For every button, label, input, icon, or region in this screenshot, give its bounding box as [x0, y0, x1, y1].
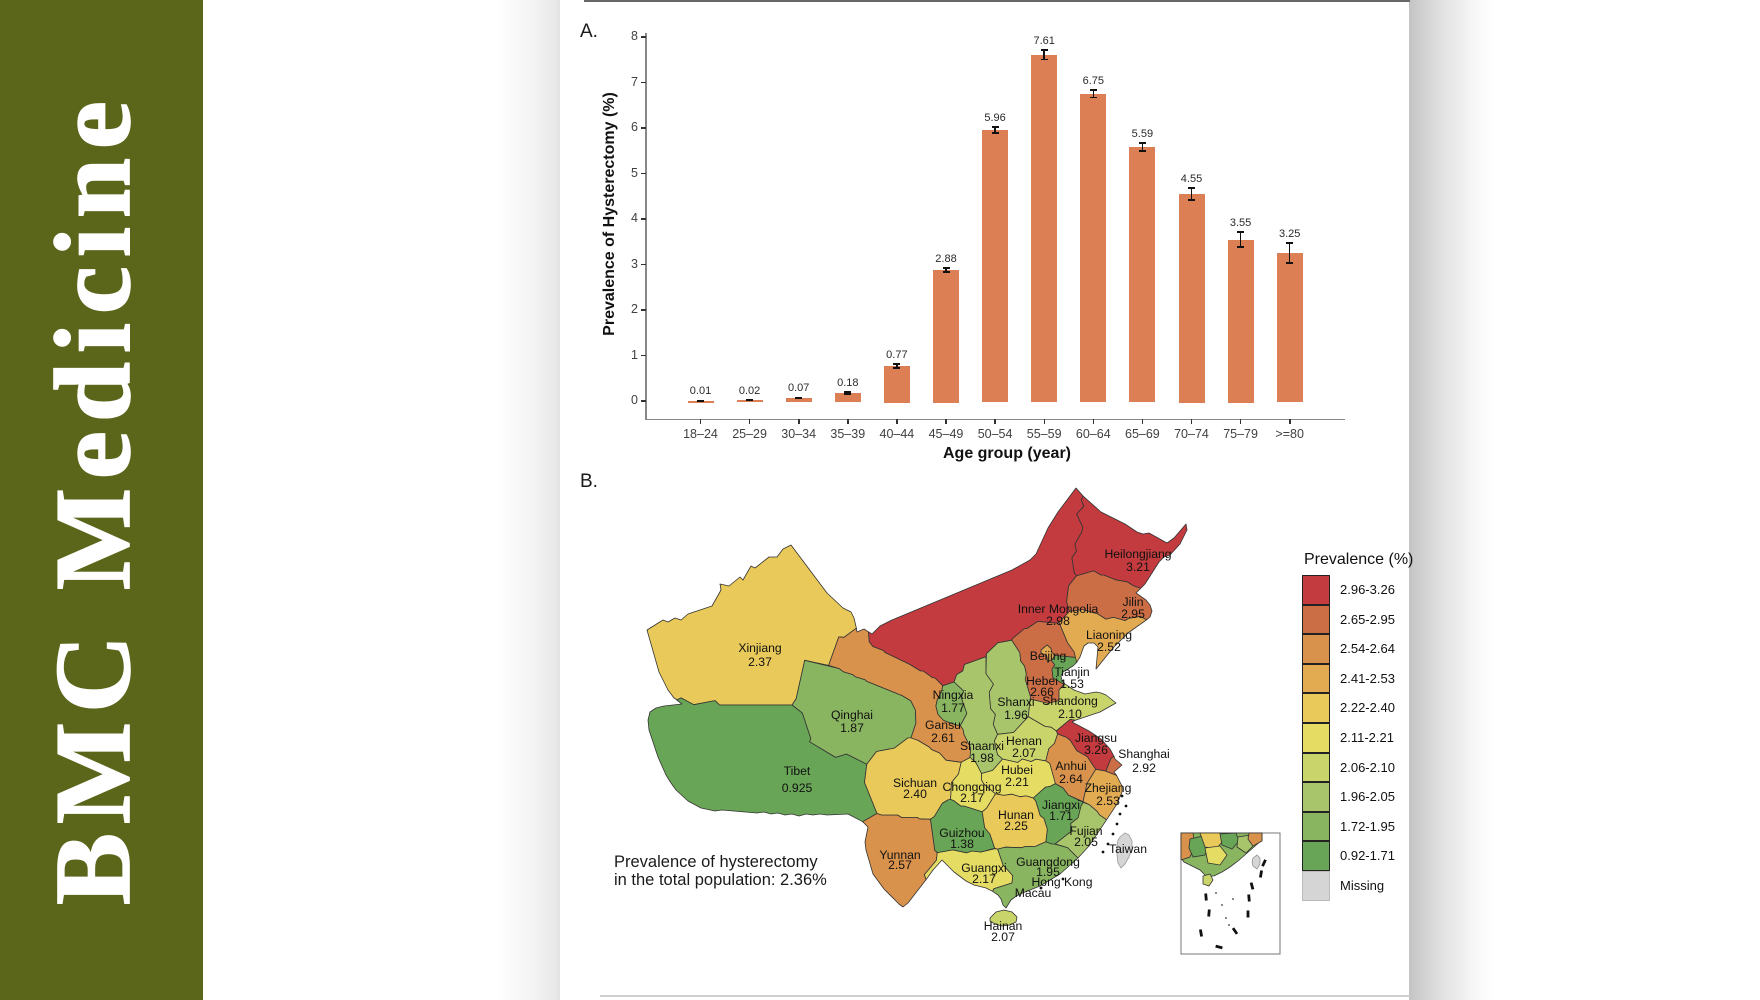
svg-text:1.95: 1.95 [1036, 865, 1060, 879]
svg-text:2.10: 2.10 [1058, 707, 1082, 721]
svg-text:Xinjiang: Xinjiang [738, 641, 781, 655]
svg-text:2.61: 2.61 [931, 731, 955, 745]
svg-text:2.05: 2.05 [1074, 835, 1098, 849]
svg-text:2.98: 2.98 [1046, 614, 1070, 628]
svg-text:Shandong: Shandong [1042, 694, 1098, 708]
svg-text:Sichuan: Sichuan [893, 776, 937, 790]
svg-text:2.52: 2.52 [1097, 640, 1121, 654]
svg-text:Inner Mongolia: Inner Mongolia [1018, 602, 1099, 616]
svg-text:Yunnan: Yunnan [879, 848, 920, 862]
svg-text:Hainan: Hainan [984, 919, 1023, 933]
svg-text:Guizhou: Guizhou [939, 826, 984, 840]
svg-text:Tibet: Tibet [784, 764, 811, 778]
svg-text:Hong Kong: Hong Kong [1032, 875, 1093, 889]
svg-text:Jiangsu: Jiangsu [1075, 731, 1117, 745]
svg-text:Heilongjiang: Heilongjiang [1104, 547, 1171, 561]
svg-text:2.07: 2.07 [991, 930, 1015, 944]
svg-text:2.25: 2.25 [1004, 819, 1028, 833]
svg-text:Zhejiang: Zhejiang [1085, 781, 1132, 795]
svg-text:Gansu: Gansu [925, 718, 961, 732]
svg-text:Anhui: Anhui [1055, 759, 1086, 773]
svg-text:1.38: 1.38 [950, 837, 974, 851]
svg-text:2.66: 2.66 [1030, 685, 1054, 699]
svg-text:2.64: 2.64 [1059, 772, 1083, 786]
svg-text:Tianjin: Tianjin [1054, 665, 1089, 679]
svg-text:Shanghai: Shanghai [1118, 747, 1170, 761]
svg-text:2.21: 2.21 [1005, 775, 1029, 789]
svg-text:1.96: 1.96 [1004, 708, 1028, 722]
svg-text:Liaoning: Liaoning [1086, 628, 1132, 642]
svg-text:Henan: Henan [1006, 734, 1042, 748]
svg-text:2.95: 2.95 [1121, 607, 1145, 621]
svg-text:Jilin: Jilin [1123, 595, 1144, 609]
svg-text:Guangdong: Guangdong [1016, 855, 1080, 869]
svg-text:Ningxia: Ningxia [933, 688, 974, 702]
svg-text:Fujian: Fujian [1069, 824, 1102, 838]
svg-text:Guangxi: Guangxi [961, 861, 1006, 875]
svg-text:Beijing: Beijing [1030, 649, 1067, 663]
svg-text:0.925: 0.925 [782, 781, 813, 795]
svg-text:Shaanxi: Shaanxi [960, 739, 1004, 753]
svg-text:2.07: 2.07 [1012, 746, 1036, 760]
svg-text:Macau: Macau [1015, 886, 1052, 900]
svg-text:Hunan: Hunan [998, 808, 1034, 822]
svg-text:Chongqing: Chongqing [943, 780, 1002, 794]
svg-text:3.26: 3.26 [1084, 743, 1108, 757]
svg-text:1.53: 1.53 [1060, 677, 1084, 691]
svg-text:3.21: 3.21 [1126, 560, 1150, 574]
svg-text:2.57: 2.57 [888, 858, 912, 872]
svg-text:Qinghai: Qinghai [831, 708, 873, 722]
svg-text:1.77: 1.77 [941, 701, 965, 715]
svg-text:Shanxi: Shanxi [997, 695, 1034, 709]
svg-text:2.17: 2.17 [972, 872, 996, 886]
svg-text:1.98: 1.98 [970, 751, 994, 765]
svg-text:1.71: 1.71 [1049, 809, 1073, 823]
svg-text:2.40: 2.40 [903, 787, 927, 801]
svg-text:Taiwan: Taiwan [1109, 842, 1147, 856]
svg-text:2.17: 2.17 [960, 791, 984, 805]
svg-text:2.53: 2.53 [1096, 794, 1120, 808]
svg-text:1.87: 1.87 [840, 721, 864, 735]
svg-text:Hebei: Hebei [1026, 674, 1058, 688]
svg-text:2.92: 2.92 [1132, 761, 1156, 775]
svg-text:Hubei: Hubei [1001, 763, 1033, 777]
svg-text:Jiangxi: Jiangxi [1042, 798, 1080, 812]
svg-text:2.37: 2.37 [748, 655, 772, 669]
